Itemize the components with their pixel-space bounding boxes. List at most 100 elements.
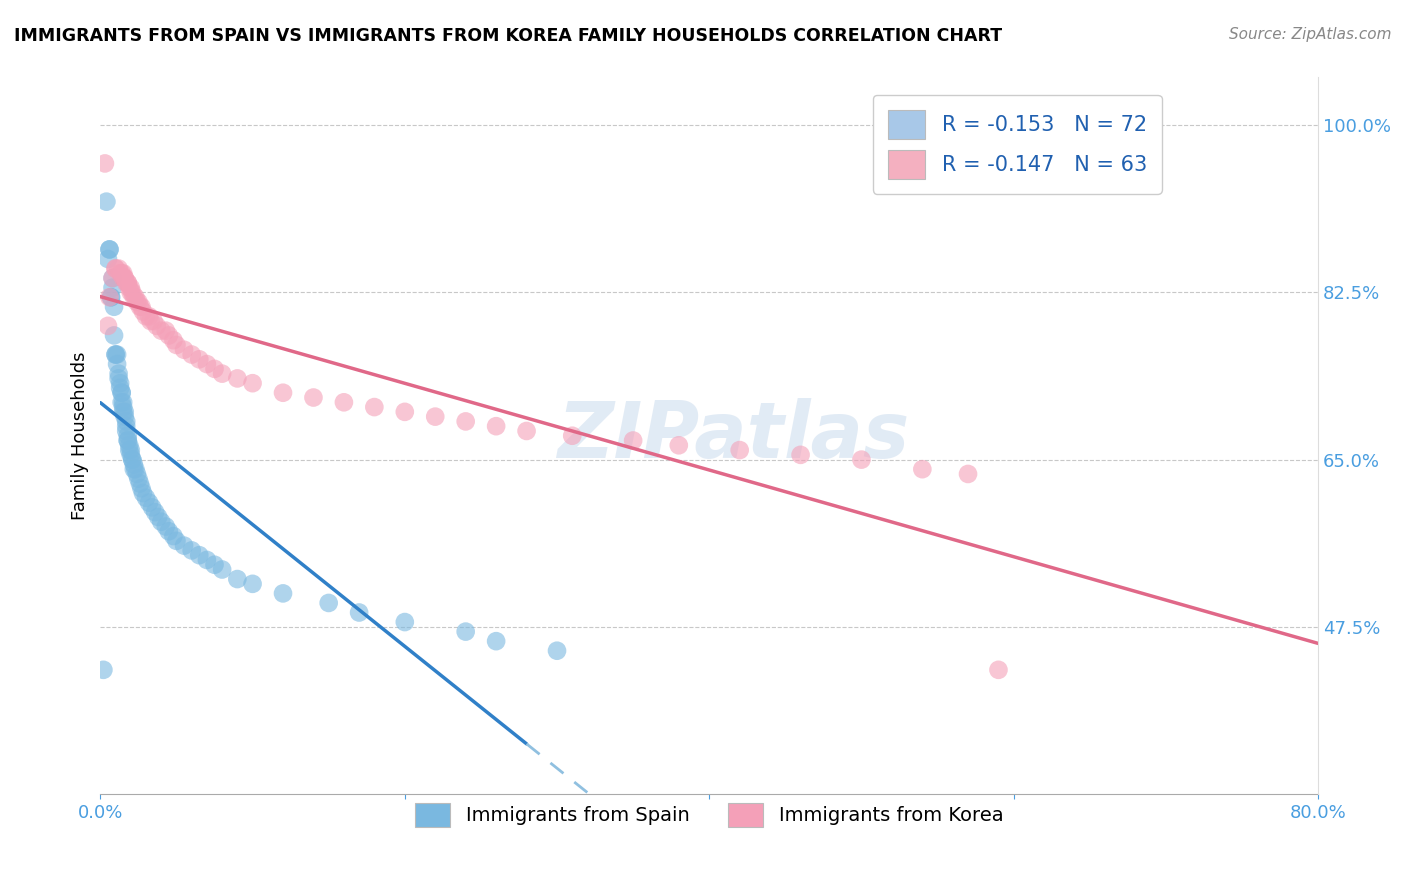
Point xyxy=(789,448,811,462)
Point xyxy=(157,328,180,343)
Point xyxy=(127,472,149,486)
Point xyxy=(122,458,145,472)
Point xyxy=(333,395,356,409)
Point xyxy=(108,266,131,280)
Point xyxy=(516,424,538,438)
Point xyxy=(93,663,115,677)
Point xyxy=(120,285,142,300)
Point xyxy=(180,347,202,361)
Point xyxy=(98,243,121,257)
Point xyxy=(108,381,131,395)
Point xyxy=(120,280,142,294)
Point xyxy=(103,328,125,343)
Point xyxy=(162,529,184,543)
Point xyxy=(155,519,177,533)
Point xyxy=(104,347,127,361)
Point xyxy=(188,352,211,367)
Point xyxy=(173,343,195,357)
Point xyxy=(121,285,143,300)
Point xyxy=(148,510,170,524)
Point xyxy=(103,300,125,314)
Point xyxy=(454,414,477,428)
Point xyxy=(105,347,128,361)
Point xyxy=(111,385,134,400)
Point xyxy=(561,428,583,442)
Point xyxy=(114,405,136,419)
Point xyxy=(112,266,135,280)
Point xyxy=(166,338,188,352)
Point xyxy=(129,300,152,314)
Point xyxy=(117,434,139,448)
Point xyxy=(100,290,122,304)
Point xyxy=(485,419,508,434)
Point xyxy=(911,462,934,476)
Point xyxy=(114,271,136,285)
Point xyxy=(347,606,370,620)
Point xyxy=(118,438,141,452)
Point xyxy=(211,562,233,576)
Point xyxy=(135,491,157,505)
Point xyxy=(242,376,264,391)
Point xyxy=(142,314,165,328)
Point xyxy=(125,467,148,481)
Point xyxy=(425,409,447,424)
Point xyxy=(150,515,173,529)
Point xyxy=(242,577,264,591)
Point xyxy=(124,290,146,304)
Point xyxy=(104,347,127,361)
Point xyxy=(117,428,139,442)
Point xyxy=(115,424,138,438)
Point xyxy=(145,318,167,333)
Point xyxy=(101,280,124,294)
Point xyxy=(107,261,129,276)
Point xyxy=(131,481,153,495)
Point xyxy=(987,663,1010,677)
Point xyxy=(112,395,135,409)
Point xyxy=(115,414,138,428)
Point xyxy=(112,405,135,419)
Point xyxy=(101,271,124,285)
Point xyxy=(107,371,129,385)
Point xyxy=(97,318,120,333)
Point xyxy=(454,624,477,639)
Point xyxy=(195,357,218,371)
Point xyxy=(157,524,180,539)
Point xyxy=(98,290,121,304)
Point xyxy=(104,261,127,276)
Point xyxy=(141,500,163,515)
Point xyxy=(173,539,195,553)
Point xyxy=(120,448,142,462)
Point xyxy=(956,467,979,481)
Point xyxy=(226,572,249,586)
Point xyxy=(204,362,226,376)
Point xyxy=(111,385,134,400)
Text: ZIPatlas: ZIPatlas xyxy=(557,398,910,474)
Point xyxy=(112,271,135,285)
Point xyxy=(851,452,873,467)
Point xyxy=(129,476,152,491)
Point xyxy=(108,376,131,391)
Point xyxy=(114,409,136,424)
Point xyxy=(271,385,294,400)
Point xyxy=(96,194,118,209)
Legend: Immigrants from Spain, Immigrants from Korea: Immigrants from Spain, Immigrants from K… xyxy=(408,795,1011,835)
Point xyxy=(155,324,177,338)
Point xyxy=(302,391,325,405)
Point xyxy=(112,400,135,414)
Point xyxy=(195,553,218,567)
Point xyxy=(111,395,134,409)
Point xyxy=(105,357,128,371)
Point xyxy=(363,400,385,414)
Point xyxy=(138,495,160,509)
Point xyxy=(101,271,124,285)
Point xyxy=(131,300,153,314)
Point xyxy=(111,266,134,280)
Point xyxy=(204,558,226,572)
Point xyxy=(211,367,233,381)
Point xyxy=(668,438,690,452)
Point xyxy=(394,405,416,419)
Point xyxy=(138,310,160,324)
Point xyxy=(135,310,157,324)
Point xyxy=(139,314,162,328)
Point xyxy=(104,261,127,276)
